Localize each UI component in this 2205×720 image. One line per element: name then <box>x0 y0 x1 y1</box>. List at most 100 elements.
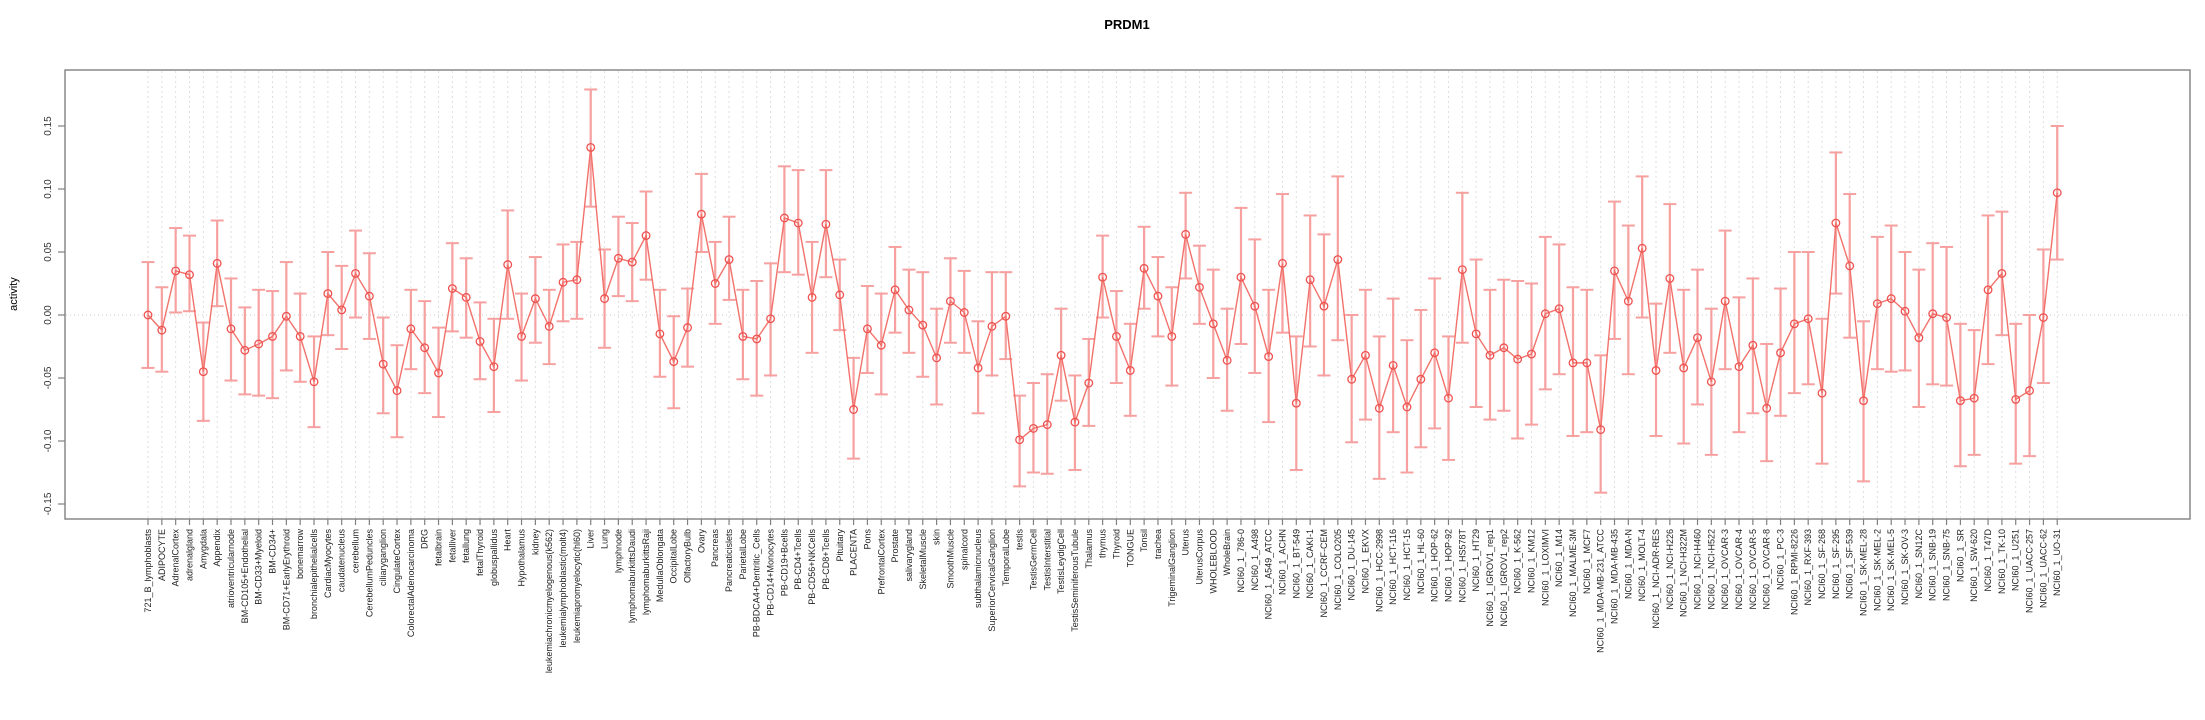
x-tick-label: NCI60_1_TK-10 <box>1997 529 2007 594</box>
data-point <box>1955 396 1965 406</box>
data-point <box>807 292 817 302</box>
data-point <box>406 324 416 334</box>
data-point <box>392 386 402 396</box>
x-tick-label: NCI60_1_OVCAR-5 <box>1748 529 1758 610</box>
data-point <box>530 294 540 304</box>
data-point <box>793 218 803 228</box>
x-tick-label: NCI60_1_PC-3 <box>1776 529 1786 590</box>
x-tick-label: NCI60_1_CAKI-1 <box>1305 529 1315 599</box>
x-tick-label: NCI60_1_SK-OV-3 <box>1900 529 1910 605</box>
x-tick-label: NCI60_1_MDA-MB-435 <box>1610 529 1620 624</box>
data-point <box>1111 331 1121 341</box>
x-tick-label: ciliaryganglion <box>378 529 388 586</box>
data-point <box>1817 388 1827 398</box>
data-point <box>323 289 333 299</box>
data-point <box>1886 294 1896 304</box>
x-tick-label: NCI60_1_K-562 <box>1513 529 1523 594</box>
data-point <box>1831 218 1841 228</box>
data-point <box>1928 309 1938 319</box>
x-tick-label: kidney <box>530 529 540 556</box>
x-tick-label: fetalThyroid <box>475 529 485 576</box>
data-point <box>1527 349 1536 359</box>
x-tick-label: spinalcord <box>959 529 969 570</box>
data-point <box>1540 309 1550 319</box>
data-point <box>1388 360 1398 370</box>
x-tick-label: NCI60_1_IGROV1_rep1 <box>1485 529 1495 627</box>
x-tick-label: PB-CD14+Monocytes <box>766 529 776 616</box>
x-tick-label: Pancreaticislets <box>724 529 734 593</box>
data-point <box>1305 275 1315 285</box>
data-point <box>2052 188 2062 198</box>
data-point <box>1236 272 1246 282</box>
data-point <box>281 311 291 321</box>
x-tick-label: Pancreas <box>710 529 720 568</box>
x-tick-label: fetalbrain <box>434 529 444 566</box>
x-tick-label: NCI60_1_M14 <box>1554 529 1564 587</box>
x-tick-label: Tonsil <box>1139 529 1149 552</box>
data-point <box>600 294 610 304</box>
x-tick-label: TestisSeminiferousTubule <box>1070 529 1080 632</box>
x-tick-label: NCI60_1_OVCAR-4 <box>1734 529 1744 610</box>
x-tick-label: Thyroid <box>1111 529 1121 559</box>
data-point <box>1056 350 1066 360</box>
data-point <box>1942 313 1951 322</box>
x-tick-label: NCI60_1_SF-268 <box>1817 529 1827 599</box>
x-tick-label: NCI60_1_EKVX <box>1360 529 1370 594</box>
data-point <box>1001 311 1011 321</box>
data-point <box>1969 393 1979 403</box>
x-tick-label: NCI60_1_MDA-N <box>1623 529 1633 599</box>
data-point <box>1748 340 1758 350</box>
x-tick-label: PB-CD8+Tcells <box>821 529 831 590</box>
data-point <box>517 331 526 341</box>
x-tick-label: NCI60_1_HS578T <box>1457 529 1467 603</box>
data-point <box>1596 425 1606 435</box>
data-point <box>1278 258 1287 268</box>
x-tick-label: NCI60_1_BT-549 <box>1291 529 1301 599</box>
data-point <box>489 362 499 372</box>
data-point <box>738 331 748 341</box>
x-tick-label: NCI60_1_CCRF-CEM <box>1319 529 1329 618</box>
x-tick-label: NCI60_1_UACC-62 <box>2038 529 2048 608</box>
data-point <box>1181 229 1191 239</box>
x-tick-label: SuperiorCervicalGanglion <box>987 529 997 632</box>
data-point <box>212 258 222 268</box>
data-point <box>447 284 457 293</box>
x-tick-label: cerebellum <box>351 529 361 573</box>
data-point <box>171 266 181 276</box>
data-point <box>337 305 347 315</box>
data-point <box>613 253 623 263</box>
x-tick-label: Uterus <box>1181 529 1191 556</box>
data-point <box>627 257 637 267</box>
data-point <box>945 296 955 306</box>
x-tick-label: NCI60_1_IGROV1_rep2 <box>1499 529 1509 627</box>
data-point <box>1610 266 1619 276</box>
data-point <box>364 291 374 301</box>
data-point <box>1499 343 1509 353</box>
x-tick-label: leukemialymphoblastic(molt4) <box>558 529 568 648</box>
x-tick-label: NCI60_1_SNB-75 <box>1942 529 1952 601</box>
x-tick-label: 721_B_lymphoblasts <box>143 529 153 613</box>
x-tick-label: TONGUE <box>1125 529 1135 567</box>
x-tick-label: NCI60_1_MCF7 <box>1582 529 1592 594</box>
plot-box <box>64 69 2191 520</box>
data-point <box>268 331 277 341</box>
x-tick-label: PB-CD19+Bcells <box>779 529 789 597</box>
data-point <box>475 337 485 346</box>
data-point <box>1623 296 1633 306</box>
x-tick-label: Prostate <box>890 529 900 563</box>
data-point <box>503 260 513 270</box>
x-tick-label: MedullaOblongata <box>655 529 665 602</box>
data-point <box>752 334 762 344</box>
data-point <box>226 324 236 334</box>
data-point <box>641 231 651 241</box>
data-point <box>378 359 388 369</box>
x-tick-label: NCI60_1_SK-MEL-2 <box>1872 529 1882 611</box>
data-point <box>1803 314 1813 324</box>
x-tick-label: PB-CD4+Tcells <box>793 529 803 590</box>
data-point <box>1098 272 1108 282</box>
data-point <box>2025 386 2035 396</box>
x-tick-label: NCI60_1_SN12C <box>1914 529 1924 599</box>
data-point <box>2011 394 2021 404</box>
x-tick-label: NCI60_1_OVCAR-8 <box>1762 529 1772 610</box>
data-point <box>2038 313 2048 322</box>
